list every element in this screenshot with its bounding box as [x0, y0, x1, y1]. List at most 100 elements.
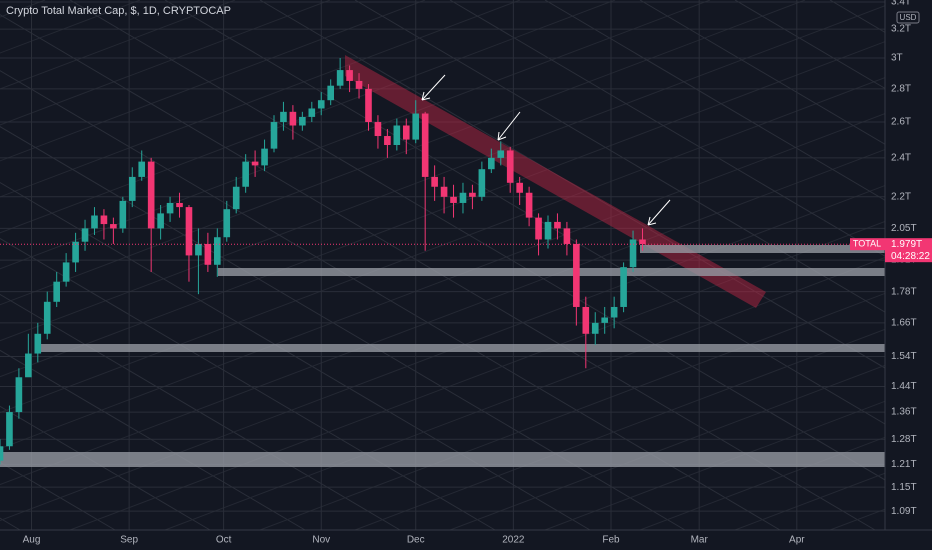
candle-body — [43, 301, 51, 334]
diagonal-line — [0, 0, 616, 234]
x-tick-label: Nov — [312, 535, 330, 546]
support-zone — [40, 344, 885, 352]
candle-body — [591, 322, 599, 334]
candle-body — [6, 412, 13, 447]
diagonal-line — [354, 311, 932, 531]
time-axis — [0, 530, 932, 550]
y-tick-label: 1.28T — [891, 434, 917, 445]
y-tick-label: 1.09T — [891, 506, 917, 517]
candle-body — [544, 221, 552, 240]
diagonal-line — [0, 23, 932, 378]
candle-body — [582, 306, 590, 334]
diagonal-line — [0, 131, 932, 486]
candle-body — [374, 122, 382, 137]
diagonal-line — [0, 0, 331, 126]
y-tick-label: 2.2T — [891, 191, 911, 202]
x-tick-label: Dec — [407, 535, 425, 546]
candle-body — [620, 267, 627, 307]
candle-body — [478, 169, 486, 197]
candle-body — [91, 215, 98, 229]
diagonal-line — [0, 405, 211, 531]
diagonal-line — [0, 237, 496, 531]
x-tick-label: Mar — [691, 535, 709, 546]
candle-body — [280, 111, 287, 123]
candle-body — [336, 70, 344, 86]
y-tick-label: 2.6T — [891, 117, 911, 128]
diagonal-line — [449, 346, 932, 531]
support-zone — [640, 245, 885, 253]
candle-body — [308, 108, 316, 117]
candle-body — [535, 217, 542, 240]
candle-body — [516, 182, 523, 193]
candle-body — [440, 186, 448, 197]
diagonal-line — [259, 0, 932, 397]
diagonal-line — [544, 382, 932, 531]
candle-body — [450, 196, 457, 203]
diagonal-line — [0, 0, 521, 198]
y-tick-label: 1.15T — [891, 482, 917, 493]
candle-body — [185, 207, 193, 256]
candle-body — [0, 446, 4, 461]
trend-channel — [345, 55, 766, 308]
candle-body — [554, 221, 561, 229]
candle-body — [261, 148, 268, 166]
arrow — [421, 74, 446, 101]
candle-body — [138, 161, 146, 177]
diagonal-line — [0, 0, 806, 306]
candle-body — [166, 202, 174, 214]
diagonal-line — [0, 349, 306, 531]
candle-body — [346, 70, 353, 81]
candle-body — [242, 161, 249, 187]
diagonal-line — [259, 275, 932, 531]
candle-body — [147, 161, 155, 229]
candle-body — [232, 186, 240, 210]
countdown: 04:28:22 — [891, 251, 930, 262]
x-tick-label: Sep — [120, 535, 138, 546]
y-tick-label: 3T — [891, 53, 903, 64]
arrow — [497, 111, 521, 141]
y-tick-label: 1.54T — [891, 351, 917, 362]
diagonal-line — [0, 14, 876, 531]
diagonal-line — [0, 70, 781, 531]
chart-title: Crypto Total Market Cap, $, 1D, CRYPTOCA… — [6, 5, 231, 17]
candle-body — [506, 150, 514, 183]
annotation-arrows — [421, 74, 671, 226]
candle-body — [53, 281, 60, 302]
diagonal-line — [0, 126, 686, 531]
x-tick-label: 2022 — [502, 535, 525, 546]
diagonal-line — [0, 0, 236, 90]
candle-body — [34, 333, 42, 354]
y-tick-label: 1.78T — [891, 286, 917, 297]
candle-body — [299, 116, 306, 126]
diagonal-line — [354, 0, 932, 341]
diagonal-line — [639, 0, 932, 173]
candle-body — [119, 200, 127, 229]
last-price-label: 1.979T — [891, 239, 922, 250]
candle-body — [204, 243, 212, 265]
candle-body — [525, 192, 533, 218]
diagonal-line — [639, 418, 932, 531]
diagonal-line — [69, 0, 932, 509]
diagonal-line — [0, 0, 711, 270]
arrow — [647, 199, 671, 226]
candle-body — [157, 213, 164, 229]
diagonal-line — [164, 239, 932, 531]
candle-body — [72, 241, 79, 263]
y-tick-label: 2.4T — [891, 153, 911, 164]
candle-body — [431, 176, 438, 187]
y-tick-label: 1.36T — [891, 407, 917, 418]
x-tick-label: Feb — [602, 535, 620, 546]
diagonal-line — [69, 203, 932, 531]
candle-body — [327, 85, 335, 101]
candle-body — [317, 100, 325, 109]
candle-body — [563, 228, 571, 244]
y-tick-label: 3.4T — [891, 0, 911, 8]
candle-body — [62, 262, 70, 282]
candle-body — [365, 88, 372, 123]
candle-body — [488, 157, 495, 170]
candle-body — [270, 122, 278, 149]
candle-body — [15, 377, 23, 413]
